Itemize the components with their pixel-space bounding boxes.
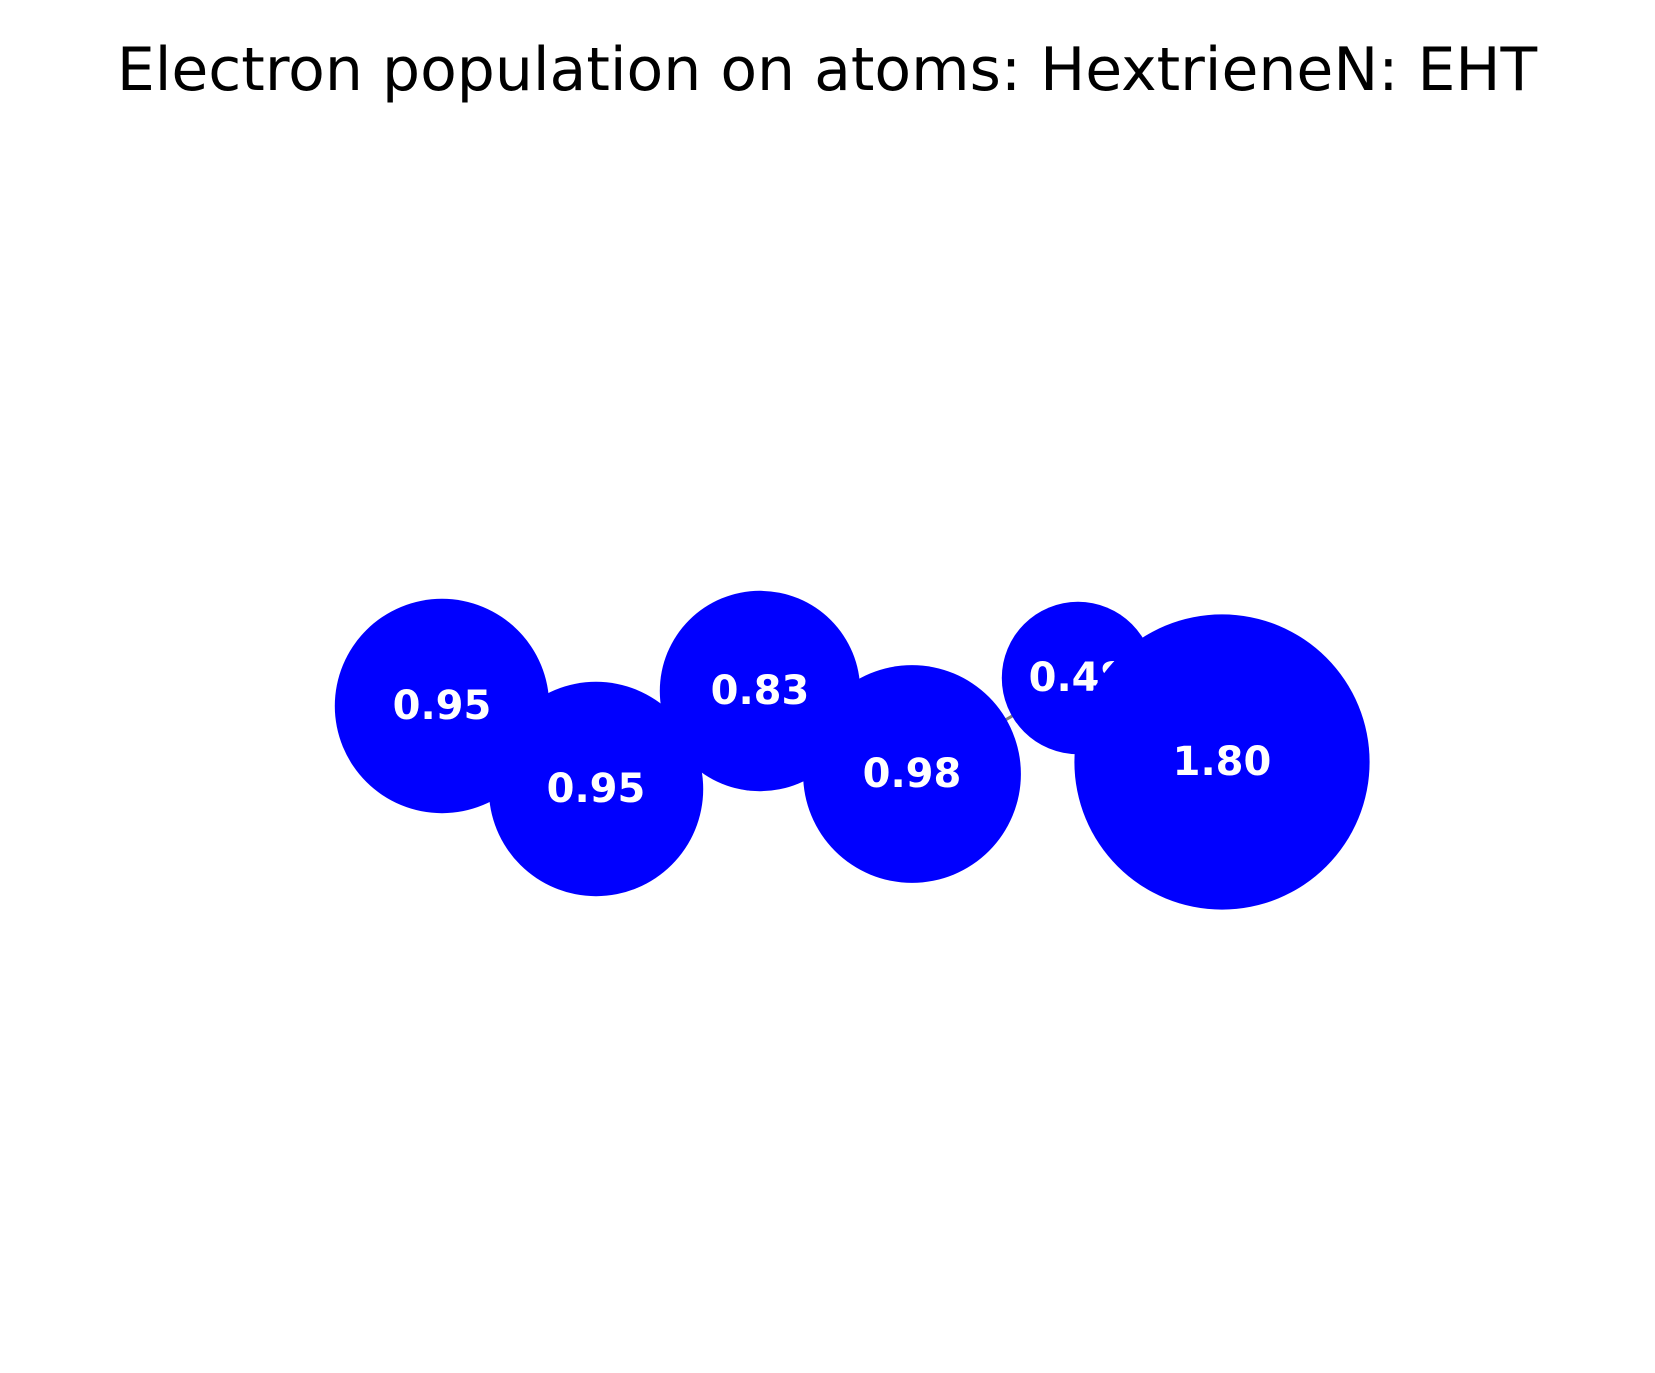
atom-circle-4 <box>803 665 1021 883</box>
atom-population-label-2: 0.95 <box>547 766 646 812</box>
atom-circle-6 <box>1074 614 1370 910</box>
atom-population-label-4: 0.98 <box>863 751 962 797</box>
atom-circle-2 <box>488 681 704 897</box>
atoms-layer: 0.950.950.830.980.481.80 <box>334 590 1370 910</box>
atom-population-label-1: 0.95 <box>393 683 492 729</box>
atom-2: 0.95 <box>488 681 704 897</box>
atom-6: 1.80 <box>1074 614 1370 910</box>
atom-population-label-3: 0.83 <box>711 668 810 714</box>
figure-title: Electron population on atoms: HextrieneN… <box>117 35 1538 105</box>
atom-4: 0.98 <box>803 665 1021 883</box>
atom-population-label-6: 1.80 <box>1173 739 1272 785</box>
